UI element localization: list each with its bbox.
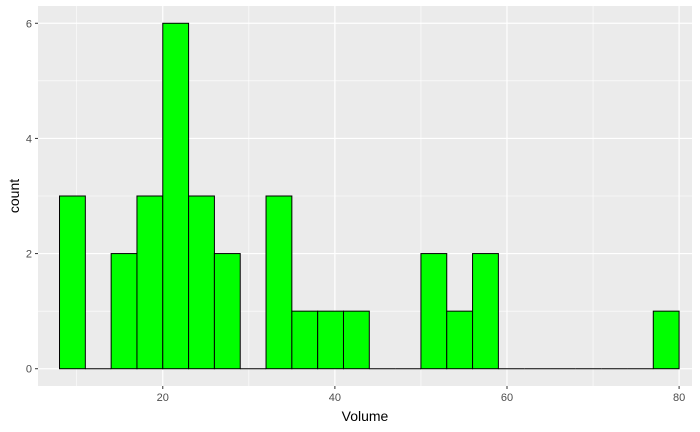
histogram-bar (59, 195, 86, 370)
x-tick-label: 40 (329, 392, 341, 404)
y-tick-label: 4 (26, 133, 32, 145)
y-axis: 0 2 4 6 (26, 18, 38, 376)
histogram-bar (342, 310, 370, 370)
histogram-bar (652, 310, 680, 370)
y-tick-label: 6 (26, 18, 32, 30)
histogram-bar (265, 195, 293, 370)
histogram-bar (446, 310, 474, 370)
histogram-bar (472, 253, 499, 370)
histogram-bar (213, 253, 241, 370)
histogram-bars (59, 22, 680, 370)
y-axis-title: count (6, 179, 22, 213)
x-tick-label: 80 (673, 392, 685, 404)
histogram-bar (188, 195, 215, 370)
histogram-bar (162, 22, 190, 370)
minor-gridlines (38, 6, 692, 386)
x-axis: 20 40 60 80 (157, 386, 685, 404)
x-tick-label: 60 (501, 392, 513, 404)
x-axis-title: Volume (342, 408, 389, 424)
y-tick-label: 0 (26, 364, 32, 376)
x-tick-label: 20 (157, 392, 169, 404)
histogram-bar (291, 310, 319, 370)
histogram-bar (110, 253, 138, 370)
histogram-bar (317, 310, 344, 370)
histogram-bar (420, 253, 448, 370)
histogram-bar (136, 195, 164, 370)
y-tick-label: 2 (26, 249, 32, 261)
